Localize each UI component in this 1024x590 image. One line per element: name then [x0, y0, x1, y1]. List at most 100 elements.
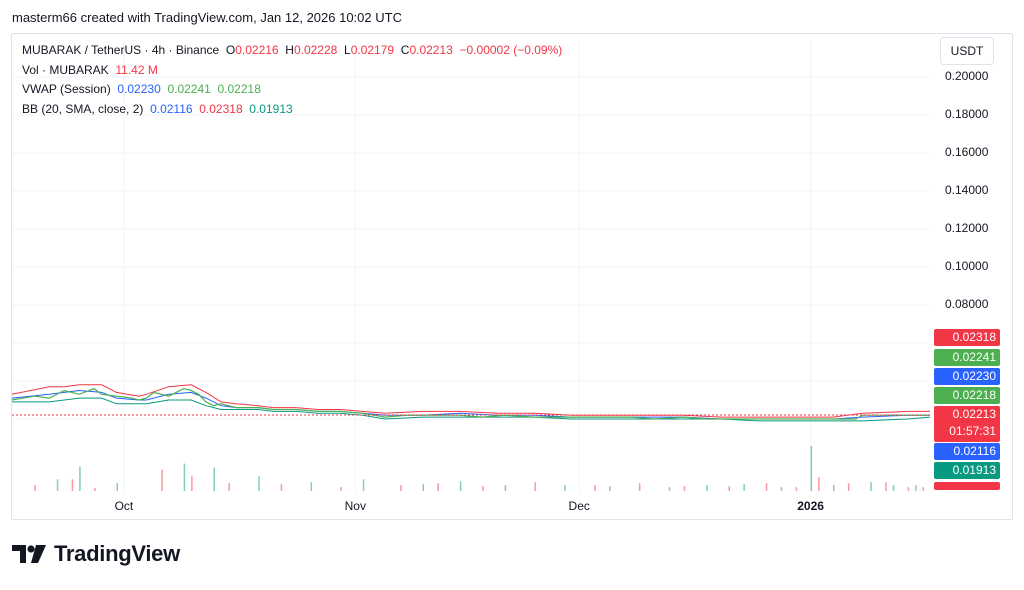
grid-lines: [12, 40, 930, 491]
volume-bar: [668, 487, 671, 491]
volume-bar: [706, 485, 708, 491]
volume-bar: [280, 484, 283, 491]
volume-bar: [422, 484, 424, 491]
y-tick-label: 0.20000: [945, 69, 989, 83]
volume-bar: [609, 486, 611, 491]
volume-bar: [191, 476, 193, 491]
volume-bar: [213, 467, 216, 491]
low-label: L: [344, 43, 351, 57]
vwap-lower-badge: 0.02218: [934, 387, 1000, 404]
volume-bar: [892, 485, 895, 491]
volume-bar: [482, 486, 484, 491]
volume-bar: [728, 486, 730, 491]
volume-bar: [780, 487, 783, 491]
vwap-value: 0.02230: [117, 82, 161, 96]
volume-bar: [832, 485, 835, 491]
volume-bar: [362, 479, 365, 491]
chart-frame[interactable]: [11, 33, 1013, 520]
volume-bar: [765, 483, 768, 491]
volume-bar: [340, 487, 342, 491]
x-tick-label: Dec: [568, 499, 590, 513]
volume-bar: [34, 485, 36, 491]
symbol-title[interactable]: MUBARAK / TetherUS · 4h · Binance: [22, 43, 220, 57]
volume-bar: [743, 484, 745, 491]
volume-bar: [437, 483, 439, 491]
volume-bar: [161, 469, 163, 491]
high-value: 0.02228: [293, 43, 338, 57]
volume-bar: [638, 483, 641, 491]
y-tick-label: 0.10000: [945, 259, 989, 273]
volume-bar: [56, 479, 59, 491]
bb-upper-value: 0.02318: [199, 101, 243, 116]
x-tick-label: Nov: [344, 499, 366, 513]
bar-countdown: 01:57:31: [949, 424, 996, 438]
volume-bar: [915, 485, 917, 491]
bb-basis-value: 0.02116: [150, 101, 193, 116]
open-value: 0.02216: [235, 43, 279, 57]
volume-bar: [564, 485, 566, 491]
chart-legend: MUBARAK / TetherUS · 4h · Binance O0.022…: [22, 41, 562, 119]
x-tick-label: Oct: [114, 499, 134, 513]
bb-basis-badge: 0.02116: [934, 443, 1000, 460]
volume-bar: [870, 482, 872, 491]
bb-lower-value: 0.01913: [249, 101, 293, 116]
volume-badge-partial: [934, 482, 1000, 490]
bb-upper-line: [11, 384, 930, 418]
price-line: [11, 387, 930, 420]
volume-label: Vol · MUBARAK: [22, 62, 109, 77]
volume-bar: [922, 487, 925, 491]
volume-bar: [683, 486, 686, 491]
last-price-badge: 0.02213 01:57:31: [934, 406, 1000, 442]
close-label: C: [400, 43, 410, 57]
legend-symbol-row: MUBARAK / TetherUS · 4h · Binance O0.022…: [22, 41, 562, 61]
vwap-upper-badge: 0.02241: [934, 349, 1000, 366]
tradingview-logo-icon: [12, 545, 46, 563]
y-tick-label: 0.08000: [945, 297, 989, 311]
volume-bar: [907, 487, 910, 491]
y-tick-label: 0.12000: [945, 221, 989, 235]
volume-bar: [310, 482, 313, 491]
volume-bar: [228, 483, 230, 491]
volume-bar: [818, 477, 820, 491]
volume-bar: [504, 485, 507, 491]
y-tick-label: 0.18000: [945, 107, 989, 121]
y-tick-label: 0.16000: [945, 145, 989, 159]
close-value: 0.02213: [409, 43, 453, 57]
volume-bar: [534, 482, 536, 491]
vwap-badge: 0.02230: [934, 368, 1000, 385]
high-label: H: [285, 43, 294, 57]
volume-bar: [71, 479, 74, 491]
volume-bar: [79, 466, 81, 491]
bb-label: BB (20, SMA, close, 2): [22, 101, 144, 116]
legend-volume-row[interactable]: Vol · MUBARAK 11.42 M: [22, 61, 562, 81]
volume-bar: [847, 483, 850, 491]
volume-bar: [116, 483, 118, 491]
brand-name: TradingView: [54, 541, 180, 566]
volume-bar: [810, 446, 813, 491]
volume-bar: [94, 488, 96, 491]
volume-bar: [400, 485, 402, 491]
legend-vwap-row[interactable]: VWAP (Session) 0.02230 0.02241 0.02218: [22, 80, 562, 100]
volume-bar: [258, 476, 260, 491]
vwap-upper-value: 0.02241: [167, 82, 211, 96]
vwap-label: VWAP (Session): [22, 82, 111, 96]
volume-bar: [885, 482, 887, 491]
series-lines: [11, 384, 931, 422]
bb-lower-badge: 0.01913: [934, 462, 1000, 479]
currency-unit-button[interactable]: USDT: [940, 37, 994, 65]
tradingview-logo[interactable]: TradingView: [12, 541, 180, 567]
chart-author-line: masterm66 created with TradingView.com, …: [12, 10, 402, 25]
last-price-value: 0.02213: [952, 407, 996, 421]
volume-bar: [459, 481, 462, 491]
legend-bb-row[interactable]: BB (20, SMA, close, 2) 0.02116 0.02318 0…: [22, 100, 562, 120]
low-value: 0.02179: [350, 43, 395, 57]
vwap-lower-value: 0.02218: [217, 82, 261, 96]
change-value: −0.00002 (−0.09%): [459, 43, 563, 57]
volume-bars: [34, 446, 925, 491]
volume-bar: [183, 463, 186, 491]
volume-bar: [795, 487, 798, 491]
volume-bar: [594, 485, 596, 491]
open-label: O: [225, 43, 236, 57]
x-tick-label: 2026: [797, 499, 824, 513]
